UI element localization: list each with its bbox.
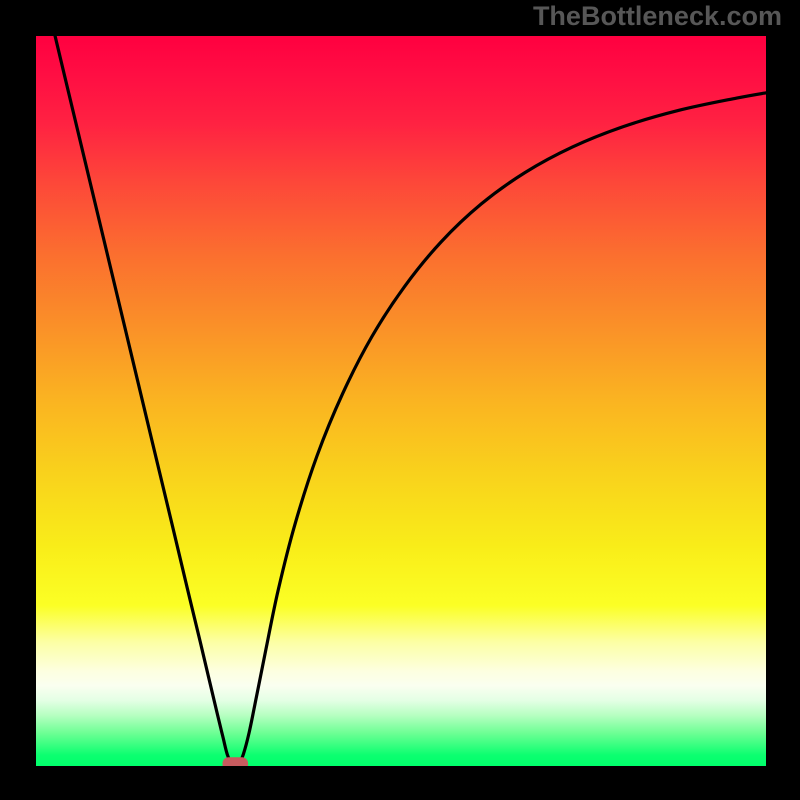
plot-area bbox=[36, 36, 766, 766]
watermark-text: TheBottleneck.com bbox=[533, 1, 782, 32]
optimal-marker bbox=[223, 757, 249, 766]
gradient-background bbox=[36, 36, 766, 766]
chart-svg bbox=[36, 36, 766, 766]
chart-container: TheBottleneck.com bbox=[0, 0, 800, 800]
